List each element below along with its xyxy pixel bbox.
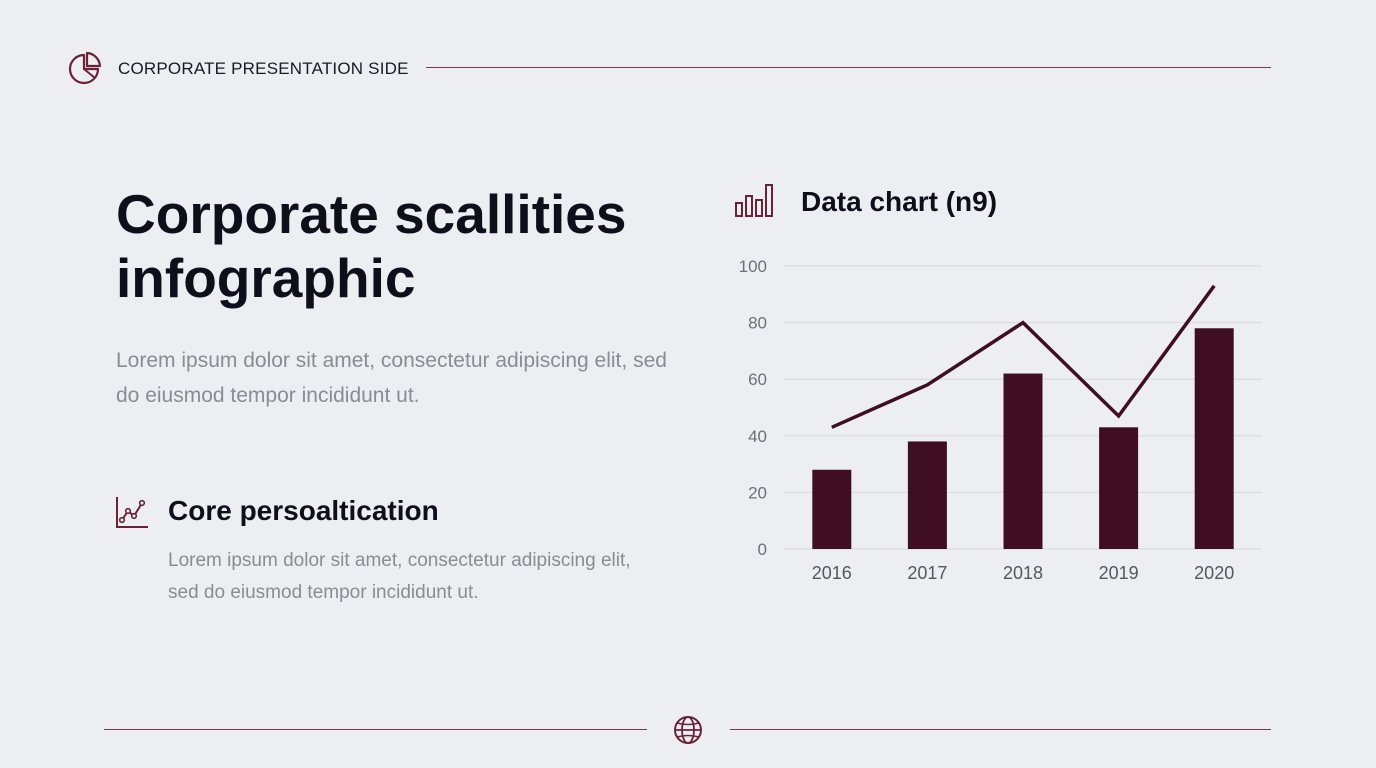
- header-divider: [426, 67, 1271, 68]
- bar: [1003, 373, 1043, 549]
- trend-line: [831, 284, 1216, 429]
- y-tick-label: 40: [748, 427, 767, 446]
- globe-icon: [674, 716, 702, 744]
- feature-text: Lorem ipsum dolor sit amet, consectetur …: [168, 550, 631, 603]
- footer-divider-left: [104, 729, 647, 730]
- intro-text: Lorem ipsum dolor sit amet, consectetur …: [116, 349, 667, 407]
- x-tick-label: 2019: [1099, 563, 1139, 583]
- y-tick-label: 100: [739, 257, 767, 276]
- bar-chart-icon: [735, 184, 773, 217]
- data-chart: 0 20 40 60 80 100 2016 2017 2018 2019 2020: [739, 257, 1262, 583]
- y-tick-label: 0: [758, 540, 767, 559]
- y-tick-label: 80: [748, 314, 767, 333]
- x-tick-label: 2020: [1194, 563, 1234, 583]
- feature-title: Core persoaltication: [168, 495, 439, 526]
- line-chart-icon: [116, 497, 148, 528]
- x-tick-label: 2017: [907, 563, 947, 583]
- page-title: Corporate scallities infographic: [116, 183, 627, 309]
- bar: [1099, 427, 1139, 549]
- y-tick-label: 60: [748, 370, 767, 389]
- bar: [907, 441, 947, 549]
- bar: [812, 469, 852, 549]
- x-tick-label: 2016: [812, 563, 852, 583]
- y-tick-label: 20: [748, 483, 767, 502]
- bar: [1194, 328, 1234, 549]
- header-title: CORPORATE PRESENTATION SIDE: [118, 59, 409, 78]
- footer-divider-right: [730, 729, 1271, 730]
- pie-chart-icon: [68, 51, 102, 85]
- chart-title: Data chart (n9): [801, 186, 998, 217]
- x-tick-label: 2018: [1003, 563, 1043, 583]
